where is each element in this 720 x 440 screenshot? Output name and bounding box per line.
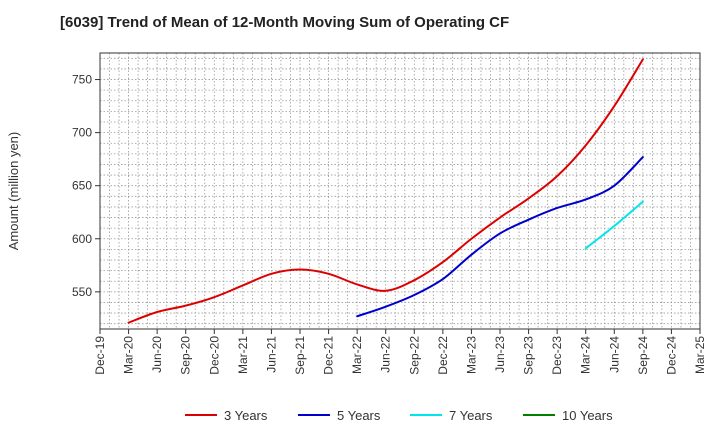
chart-title: [6039] Trend of Mean of 12-Month Moving …: [60, 14, 510, 31]
x-tick-label: Mar-22: [350, 336, 364, 374]
x-tick-label: Dec-21: [322, 336, 336, 375]
legend-label: 10 Years: [562, 408, 613, 423]
x-tick-label: Mar-20: [122, 336, 136, 374]
y-axis: 550 600 650 700 750: [72, 73, 100, 299]
x-tick-label: Dec-19: [93, 336, 107, 375]
y-tick-label: 650: [72, 179, 92, 193]
x-tick-label: Jun-21: [264, 336, 278, 373]
plot-area-frame: [99, 52, 701, 330]
y-axis-title: Amount (million yen): [6, 132, 21, 251]
y-tick-label: 600: [72, 232, 92, 246]
y-tick-label: 700: [72, 126, 92, 140]
legend-label: 3 Years: [224, 408, 268, 423]
x-axis: Dec-19 Mar-20 Jun-20 Sep-20 Dec-20 Mar-21 Jun-…: [93, 329, 707, 375]
series-line-7-years: [584, 200, 644, 250]
y-tick-label: 550: [72, 285, 92, 299]
x-tick-label: Sep-24: [636, 336, 650, 375]
x-tick-label: Mar-25: [693, 336, 707, 374]
x-tick-label: Dec-20: [207, 336, 221, 375]
x-tick-label: Dec-24: [664, 336, 678, 375]
x-tick-label: Dec-22: [436, 336, 450, 375]
x-tick-label: Sep-20: [179, 336, 193, 375]
legend-item-7-years: 7 Years: [410, 408, 493, 423]
legend-item-5-years: 5 Years: [298, 408, 381, 423]
x-tick-label: Jun-23: [493, 336, 507, 373]
x-tick-label: Sep-22: [407, 336, 421, 375]
legend-item-3-years: 3 Years: [185, 408, 268, 423]
x-tick-label: Sep-23: [522, 336, 536, 375]
grid-lines: [100, 53, 700, 329]
x-tick-label: Mar-23: [464, 336, 478, 374]
x-tick-label: Sep-21: [293, 336, 307, 375]
y-tick-label: 750: [72, 73, 92, 87]
legend-item-10-years: 10 Years: [523, 408, 613, 423]
series-lines: [127, 58, 644, 324]
x-tick-label: Jun-24: [607, 336, 621, 373]
x-tick-label: Jun-22: [379, 336, 393, 373]
x-tick-label: Jun-20: [150, 336, 164, 373]
x-tick-label: Dec-23: [550, 336, 564, 375]
series-line-3-years: [127, 58, 644, 324]
x-tick-label: Mar-21: [236, 336, 250, 374]
legend-label: 5 Years: [337, 408, 381, 423]
legend-label: 7 Years: [449, 408, 493, 423]
legend: 3 Years 5 Years 7 Years 10 Years: [185, 408, 613, 423]
x-tick-label: Mar-24: [579, 336, 593, 374]
series-line-5-years: [356, 156, 644, 318]
